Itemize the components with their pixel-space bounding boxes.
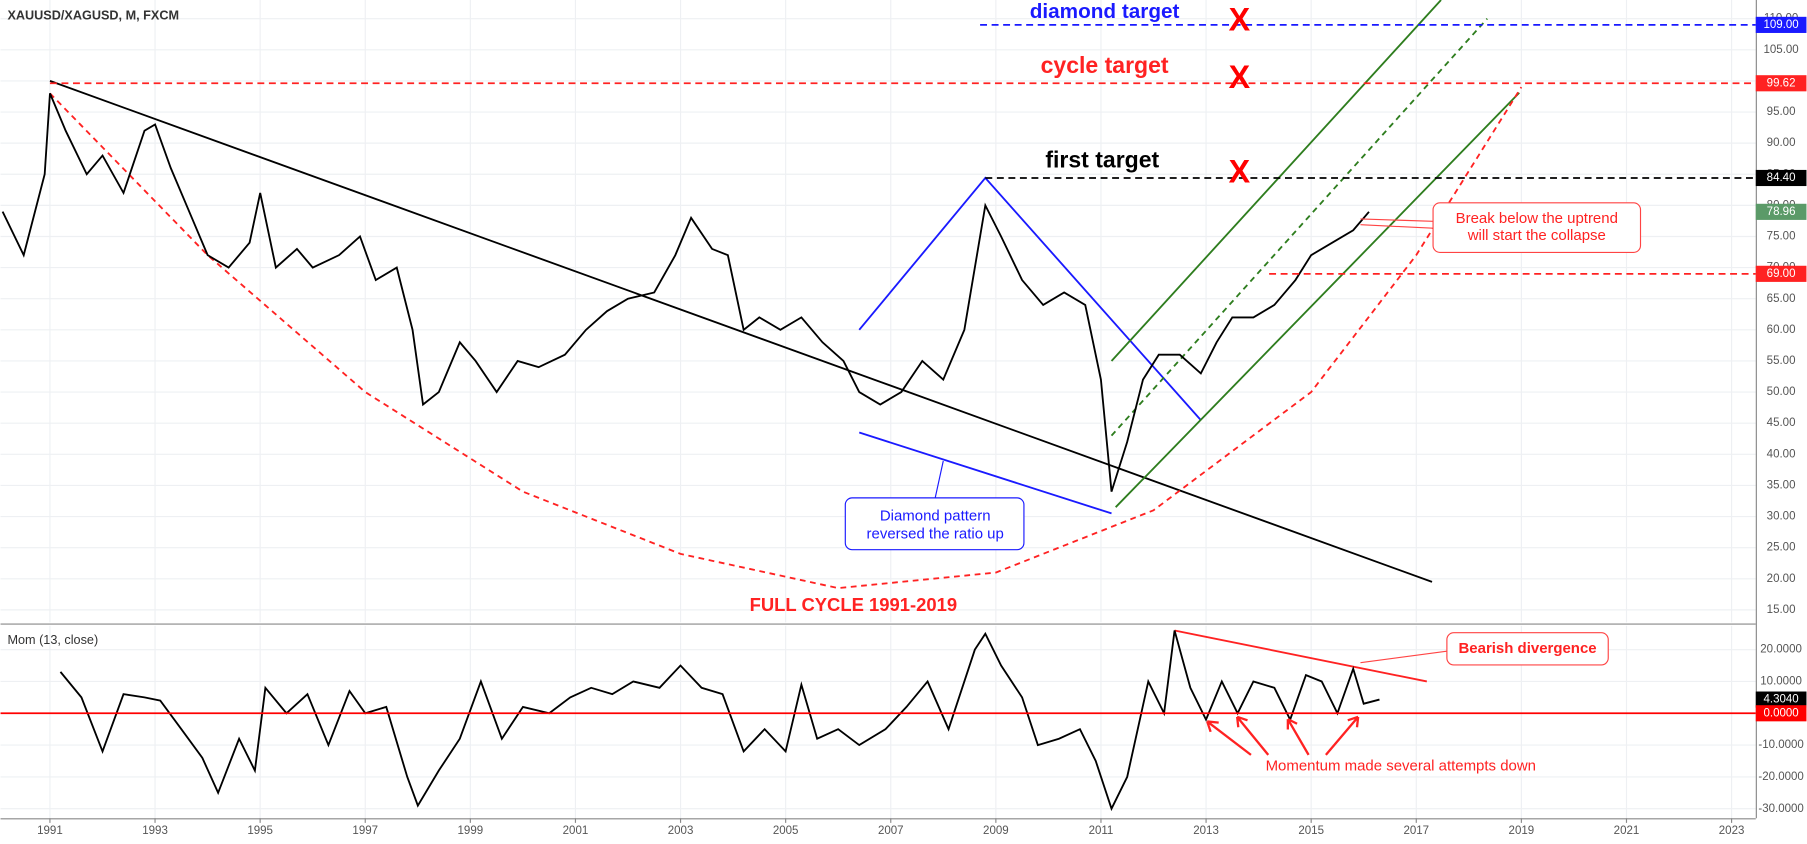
- annotation: FULL CYCLE 1991-2019: [750, 594, 958, 615]
- x-tick-label: 2001: [563, 825, 589, 837]
- price-tag: [1755, 265, 1807, 282]
- callout-text: reversed the ratio up: [867, 526, 1004, 543]
- price-tag-label: 78.96: [1767, 206, 1796, 218]
- price-tag: [1755, 691, 1807, 708]
- plot: [0, 0, 1756, 812]
- axes: 15.00 20.00 25.00 30.00 35.00 40.00 45.00 50.00…: [37, 13, 1807, 837]
- grid: [0, 0, 1756, 819]
- callout-text: Bearish divergence: [1459, 640, 1597, 657]
- pane-title: Mom (13, close): [7, 633, 98, 647]
- price-tag-label: 99.62: [1767, 77, 1796, 89]
- price-tag: [1755, 16, 1807, 33]
- callout-text: will start the collapse: [1467, 227, 1606, 244]
- x-tick-label: 1993: [142, 825, 168, 837]
- x-marker: X: [1229, 59, 1251, 95]
- annotation: cycle target: [1041, 52, 1169, 78]
- trend-line: [1110, 18, 1488, 437]
- callout-connector: [1360, 650, 1447, 664]
- y-tick-label: -20.0000: [1758, 771, 1803, 783]
- x-tick-label: 1997: [352, 825, 378, 837]
- trend-line: [49, 86, 1523, 590]
- x-tick-label: 2021: [1614, 825, 1640, 837]
- x-tick-label: 1999: [458, 825, 484, 837]
- arrow: [1235, 715, 1270, 756]
- y-tick-label: 55.00: [1767, 355, 1796, 367]
- y-tick-label: 35.00: [1767, 479, 1796, 491]
- x-marker: X: [1229, 154, 1251, 190]
- annotation: diamond target: [1030, 0, 1180, 23]
- price-tag: [1755, 75, 1807, 92]
- callout-box: [844, 497, 1025, 551]
- arrow: [1286, 718, 1310, 756]
- callout-box: [1432, 202, 1642, 253]
- y-tick-label: 90.00: [1767, 137, 1796, 149]
- y-tick-label: 45.00: [1767, 417, 1796, 429]
- price-tag-label: 84.40: [1767, 172, 1796, 184]
- y-tick-label: 30.00: [1767, 511, 1796, 523]
- x-tick-label: 1991: [37, 825, 63, 837]
- trend-line: [49, 80, 1433, 583]
- y-tick-label: 105.00: [1763, 44, 1798, 56]
- x-tick-label: 2023: [1719, 825, 1745, 837]
- arrows: [1206, 715, 1360, 756]
- price-tag-label: 69.00: [1767, 268, 1796, 280]
- y-tick-label: 60.00: [1767, 324, 1796, 336]
- price-tag: [1755, 705, 1807, 722]
- callout-connector: [934, 460, 944, 498]
- trend-line: [858, 431, 1112, 515]
- arrow: [1325, 715, 1360, 756]
- callout-connector: [1360, 218, 1434, 229]
- arrow: [1206, 720, 1252, 756]
- callout-text: Break below the uptrend: [1456, 210, 1618, 227]
- price-tag: [1755, 203, 1807, 220]
- x-tick-label: 2011: [1089, 825, 1114, 837]
- y-tick-label: -10.0000: [1758, 739, 1803, 751]
- trend-line: [1110, 0, 1442, 362]
- data-line: [59, 630, 1380, 812]
- price-tag-label: 4.3040: [1763, 694, 1798, 706]
- price-tag-label: 0.0000: [1763, 707, 1798, 719]
- x-tick-label: 2015: [1298, 825, 1324, 837]
- y-tick-label: 25.00: [1767, 542, 1796, 554]
- x-tick-label: 2009: [983, 825, 1009, 837]
- price-tag-label: 109.00: [1763, 19, 1798, 31]
- x-tick-label: 1995: [247, 825, 273, 837]
- y-tick-label: 40.00: [1767, 448, 1796, 460]
- x-tick-label: 2007: [878, 825, 904, 837]
- y-tick-label: 10.0000: [1760, 676, 1802, 688]
- y-tick-label: 20.0000: [1760, 644, 1802, 656]
- y-tick-label: 15.00: [1767, 604, 1796, 616]
- x-tick-label: 2017: [1403, 825, 1429, 837]
- x-tick-label: 2019: [1509, 825, 1535, 837]
- price-tag: [1755, 169, 1807, 187]
- annotation: Momentum made several attempts down: [1266, 757, 1536, 774]
- callout-text: Diamond pattern: [880, 507, 991, 524]
- y-tick-label: -30.0000: [1758, 803, 1803, 815]
- chart-title: XAUUSD/XAGUSD, M, FXCM: [7, 8, 179, 22]
- x-markers: X X X: [1229, 1, 1251, 189]
- trend-line: [1174, 629, 1428, 683]
- y-tick-label: 75.00: [1767, 231, 1796, 243]
- y-tick-label: 65.00: [1767, 293, 1796, 305]
- x-marker: X: [1229, 1, 1251, 37]
- x-tick-label: 2005: [773, 825, 799, 837]
- annotation: first target: [1045, 146, 1159, 172]
- y-tick-label: 95.00: [1767, 106, 1796, 118]
- trend-line: [1115, 92, 1520, 508]
- x-tick-label: 2013: [1193, 825, 1219, 837]
- trend-line: [858, 176, 1202, 421]
- y-tick-label: 50.00: [1767, 386, 1796, 398]
- y-tick-label: 20.00: [1767, 573, 1796, 585]
- callout-box: [1446, 632, 1609, 666]
- x-tick-label: 2003: [668, 825, 694, 837]
- data-line: [1, 92, 1370, 492]
